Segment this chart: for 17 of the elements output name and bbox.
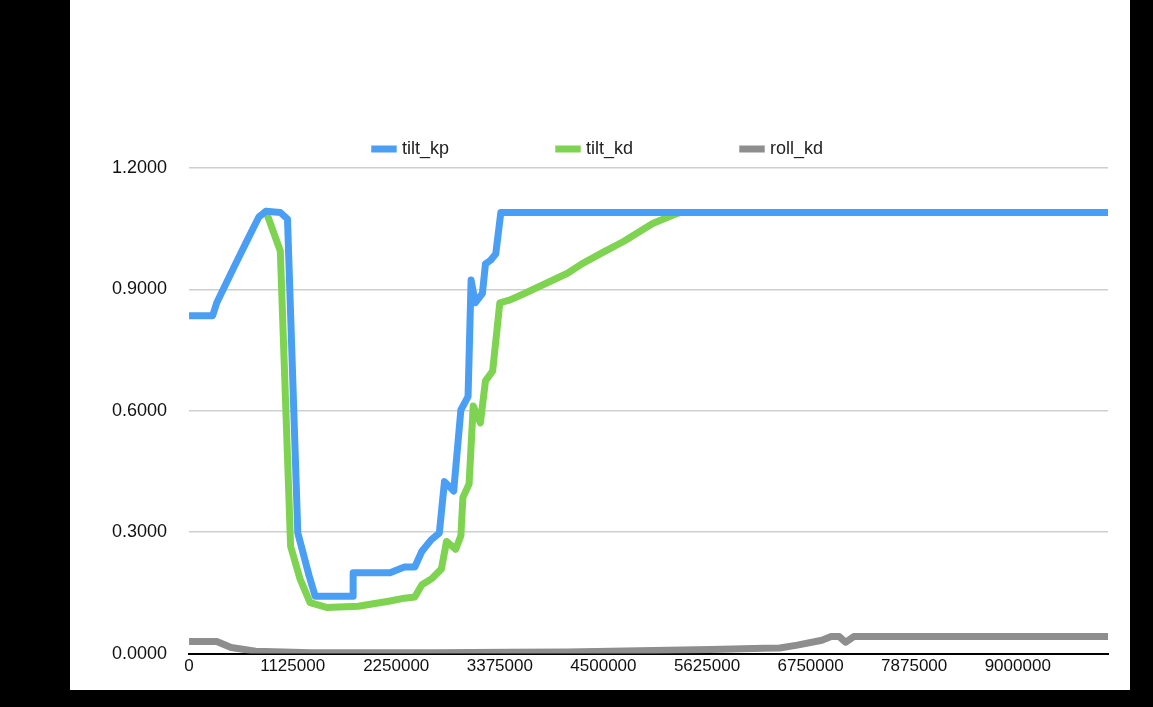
- x-tick-label: 2250000: [363, 656, 430, 676]
- x-tick-label: 1125000: [260, 656, 326, 676]
- y-tick-label: 0.6000: [111, 399, 168, 420]
- x-tick-label: 0: [184, 656, 194, 676]
- y-tick-label: 0.3000: [111, 521, 168, 542]
- legend-label: tilt_kp: [401, 137, 449, 159]
- x-tick-label: 3375000: [466, 656, 533, 676]
- x-tick-label: 6750000: [777, 656, 844, 676]
- y-tick-label: 0.9000: [111, 278, 168, 299]
- x-tick-label: 9000000: [984, 656, 1051, 676]
- y-tick-label: 1.2000: [111, 156, 168, 177]
- legend-label: roll_kd: [770, 137, 824, 159]
- legend-label: tilt_kd: [585, 137, 634, 159]
- y-tick-label: 0.0000: [111, 642, 168, 663]
- x-tick-label: 5625000: [673, 656, 741, 676]
- x-tick-label: 7875000: [881, 656, 948, 676]
- x-tick-label: 4500000: [570, 656, 637, 676]
